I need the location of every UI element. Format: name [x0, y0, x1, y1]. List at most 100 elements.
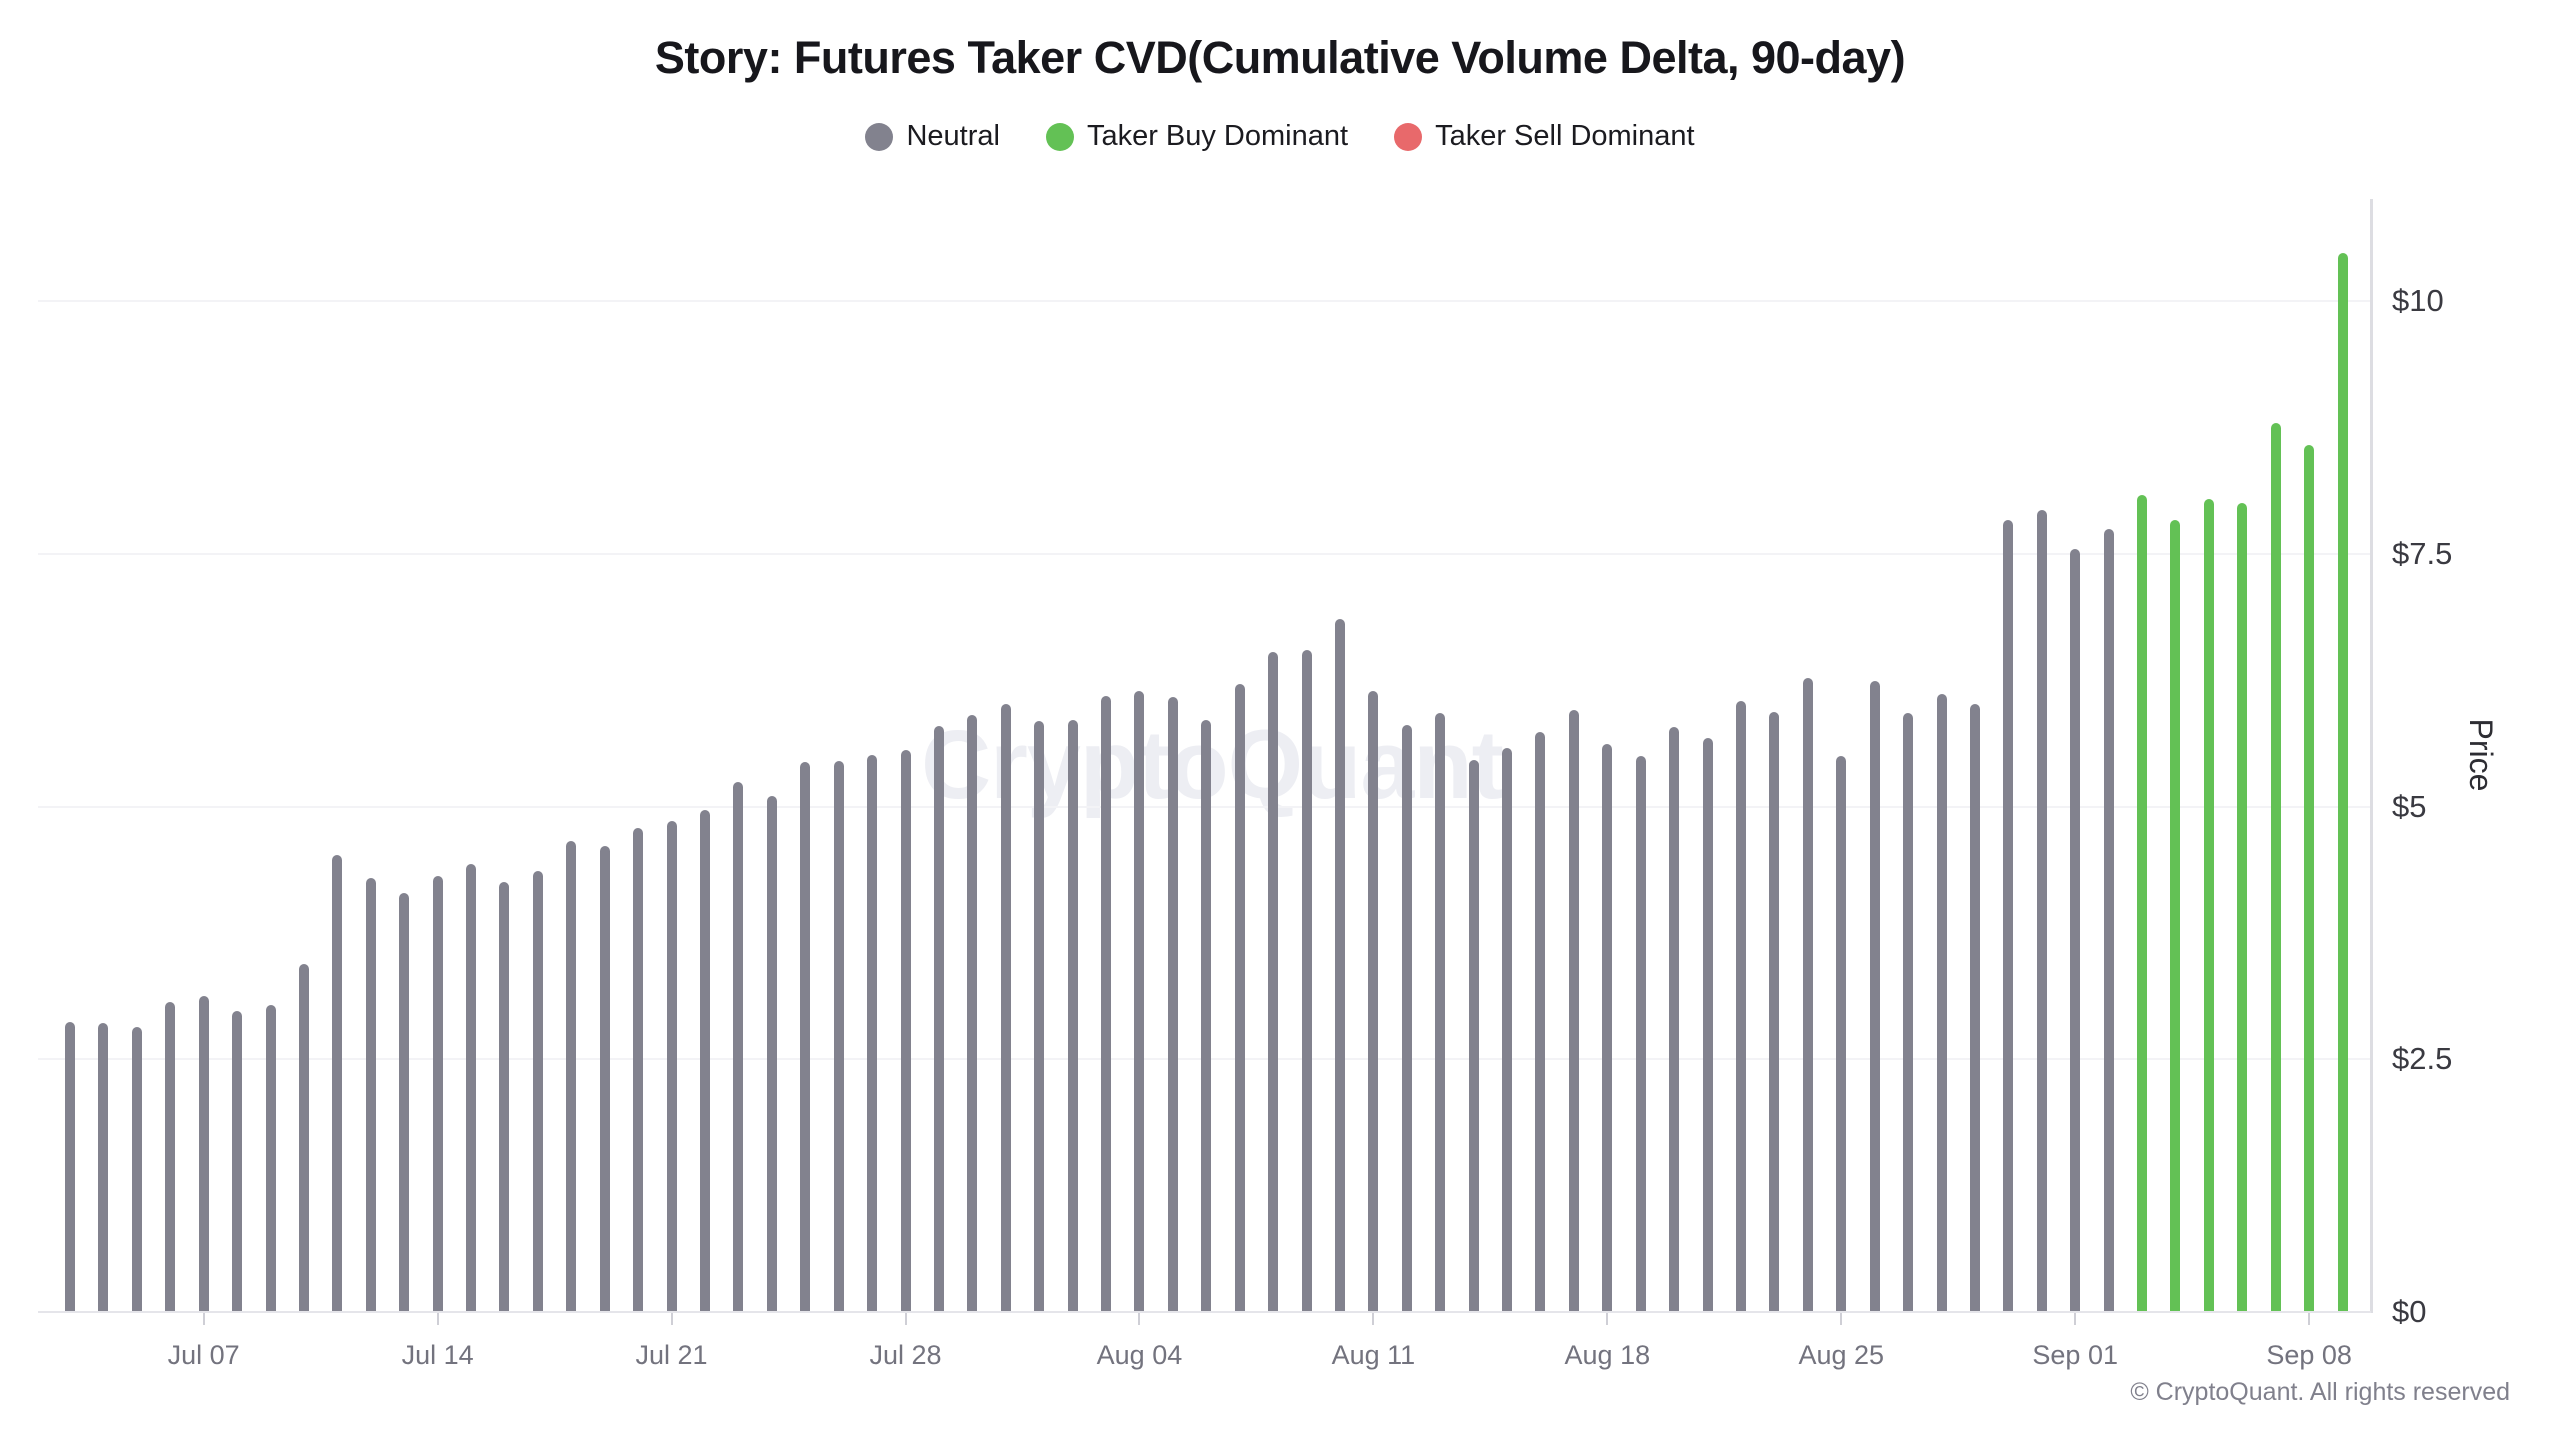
bar[interactable]: [1000, 704, 1011, 1312]
bar[interactable]: [766, 796, 777, 1312]
bar[interactable]: [900, 749, 911, 1312]
bar[interactable]: [1201, 719, 1212, 1312]
bar[interactable]: [1936, 694, 1947, 1312]
x-tick-mark: [2074, 1313, 2077, 1325]
bar[interactable]: [1034, 720, 1045, 1312]
bar[interactable]: [131, 1026, 142, 1312]
bar[interactable]: [933, 725, 944, 1312]
bar[interactable]: [1869, 681, 1880, 1312]
bar[interactable]: [1234, 684, 1245, 1312]
y-tick-label: $2.5: [2392, 1041, 2453, 1077]
legend-label: Taker Buy Dominant: [1086, 120, 1349, 152]
bar[interactable]: [265, 1004, 276, 1312]
bar[interactable]: [1301, 649, 1312, 1312]
bar[interactable]: [2270, 423, 2281, 1312]
bar[interactable]: [1568, 709, 1579, 1312]
bar[interactable]: [1468, 760, 1479, 1312]
bar[interactable]: [733, 782, 744, 1312]
bar[interactable]: [833, 761, 844, 1312]
bar[interactable]: [1635, 756, 1646, 1312]
x-tick-label: Aug 11: [1331, 1340, 1416, 1370]
bar[interactable]: [1334, 618, 1345, 1312]
bar[interactable]: [2036, 510, 2047, 1312]
bar[interactable]: [1368, 691, 1379, 1312]
x-tick-label: Jul 07: [167, 1340, 240, 1370]
bar[interactable]: [2304, 444, 2315, 1312]
bar[interactable]: [2003, 520, 2014, 1312]
bar[interactable]: [165, 1001, 176, 1312]
x-tick-mark: [1138, 1313, 1141, 1325]
bar[interactable]: [1401, 724, 1412, 1312]
bar[interactable]: [967, 714, 978, 1312]
bar[interactable]: [599, 845, 610, 1312]
gridline: [38, 300, 2371, 303]
bar[interactable]: [1702, 737, 1713, 1312]
x-axis-line: [38, 1311, 2371, 1313]
bar[interactable]: [2237, 503, 2248, 1312]
legend-label: Neutral: [906, 120, 1000, 152]
bar[interactable]: [666, 820, 677, 1312]
bar[interactable]: [1268, 651, 1279, 1312]
x-tick-label: Jul 14: [401, 1340, 474, 1370]
bar[interactable]: [1736, 701, 1746, 1312]
gridline: [38, 552, 2371, 555]
bar[interactable]: [1802, 678, 1813, 1312]
bar[interactable]: [365, 878, 376, 1312]
y-axis-title: Price: [2463, 718, 2499, 792]
bar[interactable]: [1903, 712, 1914, 1312]
y-tick-label: $0: [2392, 1294, 2427, 1329]
bar[interactable]: [1535, 731, 1546, 1312]
bar[interactable]: [1101, 696, 1112, 1312]
bar[interactable]: [566, 840, 577, 1312]
bar[interactable]: [633, 827, 644, 1312]
bar[interactable]: [867, 755, 878, 1312]
bar[interactable]: [2170, 520, 2181, 1312]
bar[interactable]: [1969, 704, 1980, 1312]
bar[interactable]: [1435, 712, 1446, 1312]
bar[interactable]: [198, 995, 209, 1312]
bar[interactable]: [1067, 719, 1078, 1312]
bar[interactable]: [1134, 691, 1145, 1312]
bar[interactable]: [1836, 756, 1847, 1312]
bar[interactable]: [1167, 697, 1178, 1312]
x-tick-mark: [436, 1313, 439, 1325]
y-axis-line: [2370, 199, 2373, 1313]
bar[interactable]: [232, 1010, 243, 1312]
bar[interactable]: [332, 855, 343, 1312]
x-tick-mark: [202, 1313, 205, 1325]
bar[interactable]: [2337, 252, 2348, 1312]
copyright-notice: © CryptoQuant. All rights reserved: [2130, 1378, 2510, 1406]
bar[interactable]: [2070, 548, 2081, 1312]
bar[interactable]: [1602, 743, 1613, 1312]
x-tick-label: Jul 21: [635, 1340, 708, 1370]
bar[interactable]: [298, 964, 309, 1312]
legend-dot-neutral: [865, 122, 894, 151]
bar[interactable]: [399, 893, 410, 1312]
bar[interactable]: [65, 1021, 75, 1312]
legend-dot-buy: [1045, 122, 1074, 151]
x-tick-mark: [904, 1313, 907, 1325]
legend-item-taker-buy-dominant[interactable]: Taker Buy Dominant: [1045, 120, 1349, 153]
x-tick-label: Sep 08: [2266, 1340, 2352, 1370]
legend-dot-sell: [1394, 122, 1423, 151]
bar[interactable]: [2203, 499, 2214, 1312]
bar[interactable]: [432, 876, 443, 1312]
legend-item-taker-sell-dominant[interactable]: Taker Sell Dominant: [1394, 120, 1695, 153]
bar[interactable]: [1769, 711, 1780, 1312]
bar[interactable]: [699, 809, 710, 1312]
bar[interactable]: [1669, 726, 1680, 1312]
chart-title: Story: Futures Taker CVD(Cumulative Volu…: [654, 32, 1906, 83]
x-tick-mark: [1606, 1313, 1609, 1325]
bar[interactable]: [499, 882, 510, 1312]
x-tick-label: Aug 04: [1096, 1340, 1183, 1370]
bar[interactable]: [466, 864, 477, 1312]
bar[interactable]: [800, 762, 811, 1312]
bar[interactable]: [2103, 528, 2114, 1312]
bar[interactable]: [2137, 495, 2148, 1312]
bar[interactable]: [98, 1022, 109, 1312]
bar[interactable]: [532, 871, 543, 1312]
x-tick-label: Aug 18: [1564, 1340, 1651, 1370]
bar[interactable]: [1502, 747, 1513, 1312]
legend-item-neutral[interactable]: Neutral: [865, 120, 1000, 153]
